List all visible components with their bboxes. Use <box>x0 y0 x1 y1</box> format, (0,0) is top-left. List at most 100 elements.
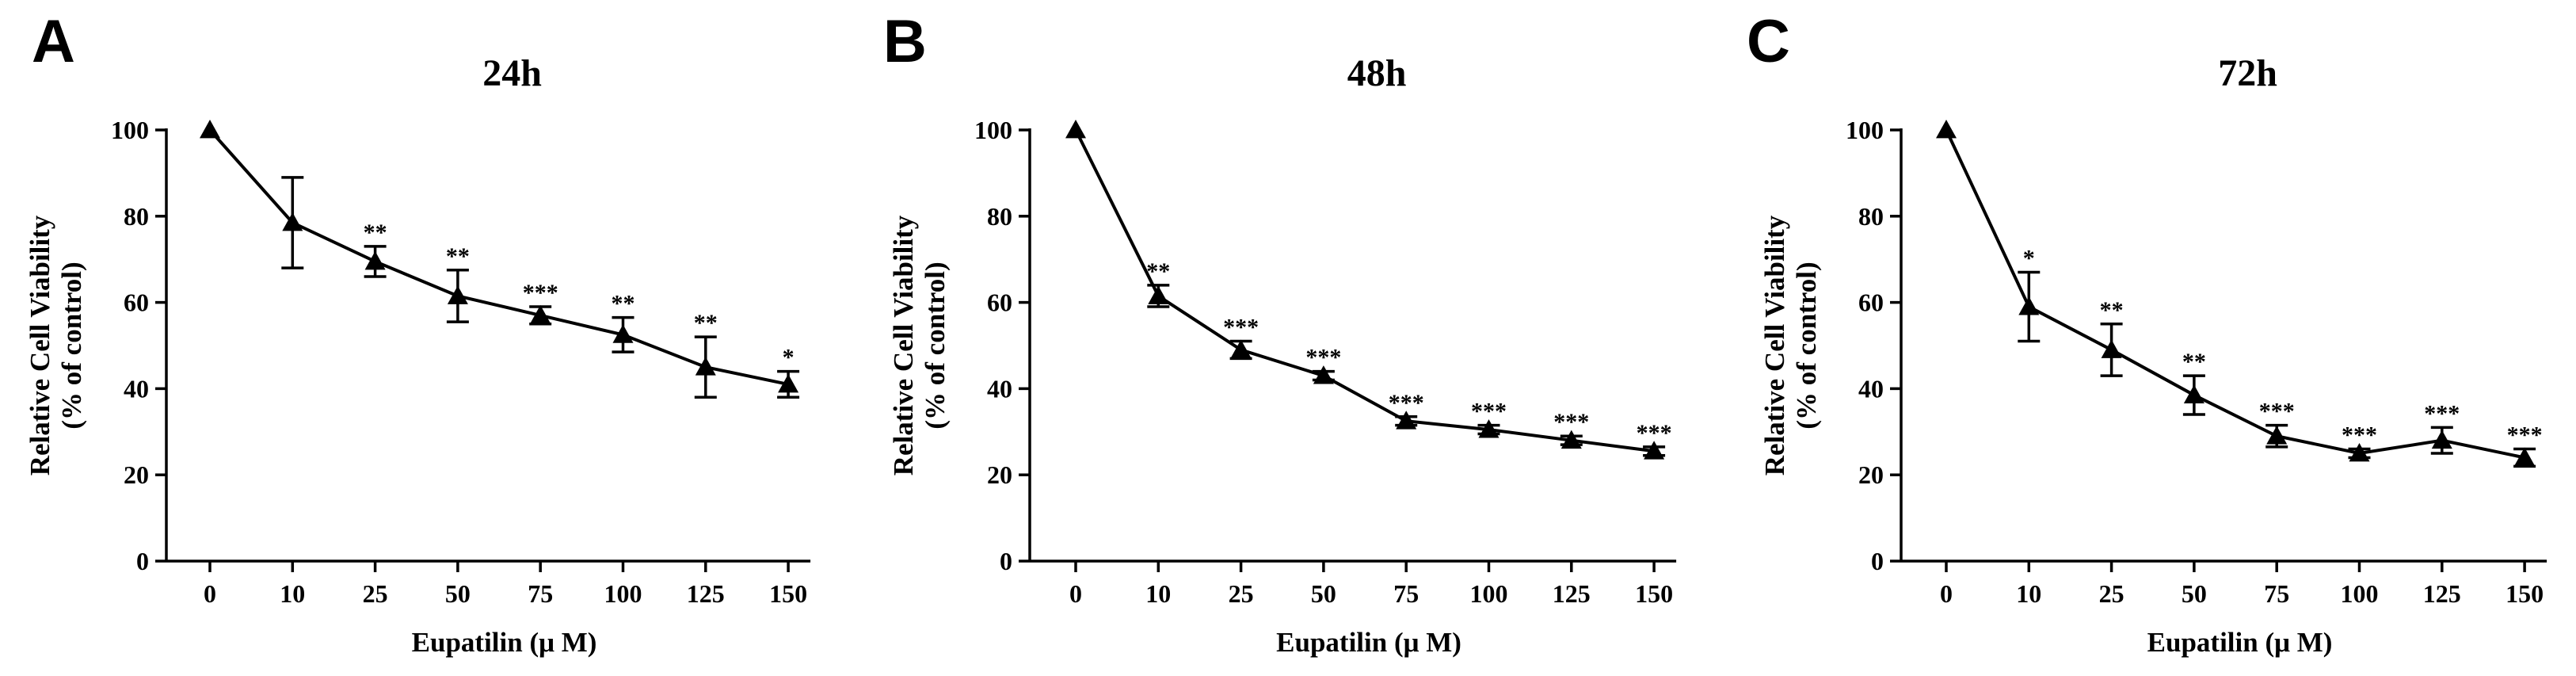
x-tick-label: 50 <box>2182 579 2207 608</box>
x-axis-label: Eupatilin (μ M) <box>2147 627 2333 658</box>
x-tick-label: 100 <box>2341 579 2379 608</box>
significance-label: ** <box>2100 297 2124 323</box>
y-tick-label: 100 <box>974 116 1012 144</box>
significance-label: *** <box>1553 409 1589 435</box>
x-tick-label: 75 <box>1393 579 1419 608</box>
chart-title: 72h <box>2218 52 2277 94</box>
chart-panel-b: B 48h 0 20 40 60 80 100 0 10 25 50 75 100 125 150 Eupati… <box>883 8 1677 658</box>
data-point <box>2349 443 2370 462</box>
data-point <box>778 373 799 393</box>
data-point <box>1230 339 1252 358</box>
data-point <box>1560 430 1582 449</box>
x-tick-label: 25 <box>1229 579 1254 608</box>
x-tick-label: 150 <box>2506 579 2544 608</box>
data-point <box>1478 419 1499 438</box>
significance-label: ** <box>2182 349 2206 375</box>
y-tick-label: 60 <box>987 288 1012 317</box>
y-tick-label: 0 <box>1000 547 1012 575</box>
y-tick-label: 20 <box>124 460 149 489</box>
x-tick-label: 0 <box>1940 579 1953 608</box>
y-axis-label: Relative Cell Viability <box>25 215 55 475</box>
data-point <box>695 357 716 376</box>
series-line <box>208 128 789 386</box>
significance-label: *** <box>1471 399 1507 425</box>
x-tick-label: 0 <box>1069 579 1082 608</box>
significance-label: * <box>783 345 795 371</box>
chart-title: 48h <box>1347 52 1407 94</box>
y-tick-label: 20 <box>1858 460 1884 489</box>
data-point <box>530 304 551 324</box>
x-tick-label: 125 <box>2423 579 2461 608</box>
x-tick-label: 25 <box>2099 579 2124 608</box>
y-tick-label: 40 <box>1858 374 1884 403</box>
significance-label: *** <box>2424 400 2460 426</box>
y-tick-label: 40 <box>987 374 1012 403</box>
significance-label: ** <box>612 291 635 317</box>
significance-label: *** <box>1637 420 1672 446</box>
series-line <box>1945 129 2525 460</box>
data-point <box>1065 120 1086 139</box>
chart-panel-a: A 24h 0 20 40 60 80 100 0 10 25 50 75 100 125 150 Eupati… <box>25 8 811 658</box>
data-point <box>200 120 220 139</box>
data-point <box>282 212 303 231</box>
data-point <box>447 285 468 304</box>
x-axis-label: Eupatilin (μ M) <box>412 627 597 658</box>
significance-label: ** <box>446 243 470 269</box>
significance-label: ** <box>1146 258 1170 285</box>
y-axis-label-units: (% of control) <box>56 262 87 429</box>
data-point <box>2514 447 2536 466</box>
x-tick-label: 150 <box>1635 579 1673 608</box>
x-tick-label: 10 <box>280 579 305 608</box>
significance-label: *** <box>1305 345 1341 371</box>
x-tick-label: 100 <box>604 579 642 608</box>
y-axis-label: Relative Cell Viability <box>888 215 919 475</box>
y-tick-label: 80 <box>124 202 149 231</box>
x-tick-label: 10 <box>1145 579 1171 608</box>
significance-label: *** <box>2259 399 2295 425</box>
x-tick-label: 125 <box>687 579 725 608</box>
series-line <box>1074 129 1655 453</box>
data-point <box>2431 430 2452 449</box>
data-point <box>612 324 634 343</box>
y-tick-label: 100 <box>1846 116 1884 144</box>
y-tick-label: 60 <box>124 288 149 317</box>
significance-label: *** <box>1389 390 1424 416</box>
x-tick-label: 50 <box>1311 579 1336 608</box>
data-point <box>1644 441 1665 460</box>
y-axis-label-units: (% of control) <box>920 262 951 429</box>
significance-label: *** <box>2507 422 2543 449</box>
significance-label: ** <box>364 220 387 246</box>
chart-title: 24h <box>482 52 542 94</box>
y-tick-label: 80 <box>987 202 1012 231</box>
y-axis-label: Relative Cell Viability <box>1759 215 1790 475</box>
x-tick-label: 75 <box>528 579 553 608</box>
panel-letter: A <box>32 8 75 75</box>
x-tick-label: 0 <box>204 579 216 608</box>
panel-letter: B <box>883 8 927 75</box>
y-tick-label: 20 <box>987 460 1012 489</box>
x-tick-label: 50 <box>445 579 471 608</box>
x-tick-label: 150 <box>769 579 807 608</box>
panel-letter: C <box>1747 8 1790 75</box>
y-axis-label-units: (% of control) <box>1791 262 1822 429</box>
x-tick-label: 125 <box>1553 579 1591 608</box>
data-point <box>1396 411 1417 430</box>
data-point <box>1313 365 1334 384</box>
y-tick-label: 60 <box>1858 288 1884 317</box>
significance-label: *** <box>2342 422 2377 449</box>
x-tick-label: 100 <box>1470 579 1508 608</box>
data-point <box>1148 285 1169 304</box>
y-tick-label: 80 <box>1858 202 1884 231</box>
data-point <box>2183 384 2204 403</box>
y-tick-label: 0 <box>1871 547 1884 575</box>
significance-label: *** <box>523 280 558 306</box>
significance-label: *** <box>1223 315 1259 341</box>
x-tick-label: 75 <box>2264 579 2289 608</box>
chart-panel-c: C 72h 0 20 40 60 80 100 0 10 25 50 75 100 125 150 Eupati… <box>1747 8 2547 658</box>
x-tick-label: 25 <box>363 579 388 608</box>
data-point <box>1936 120 1957 139</box>
significance-label: ** <box>694 310 718 336</box>
x-axis-label: Eupatilin (μ M) <box>1276 627 1461 658</box>
x-tick-label: 10 <box>2016 579 2041 608</box>
